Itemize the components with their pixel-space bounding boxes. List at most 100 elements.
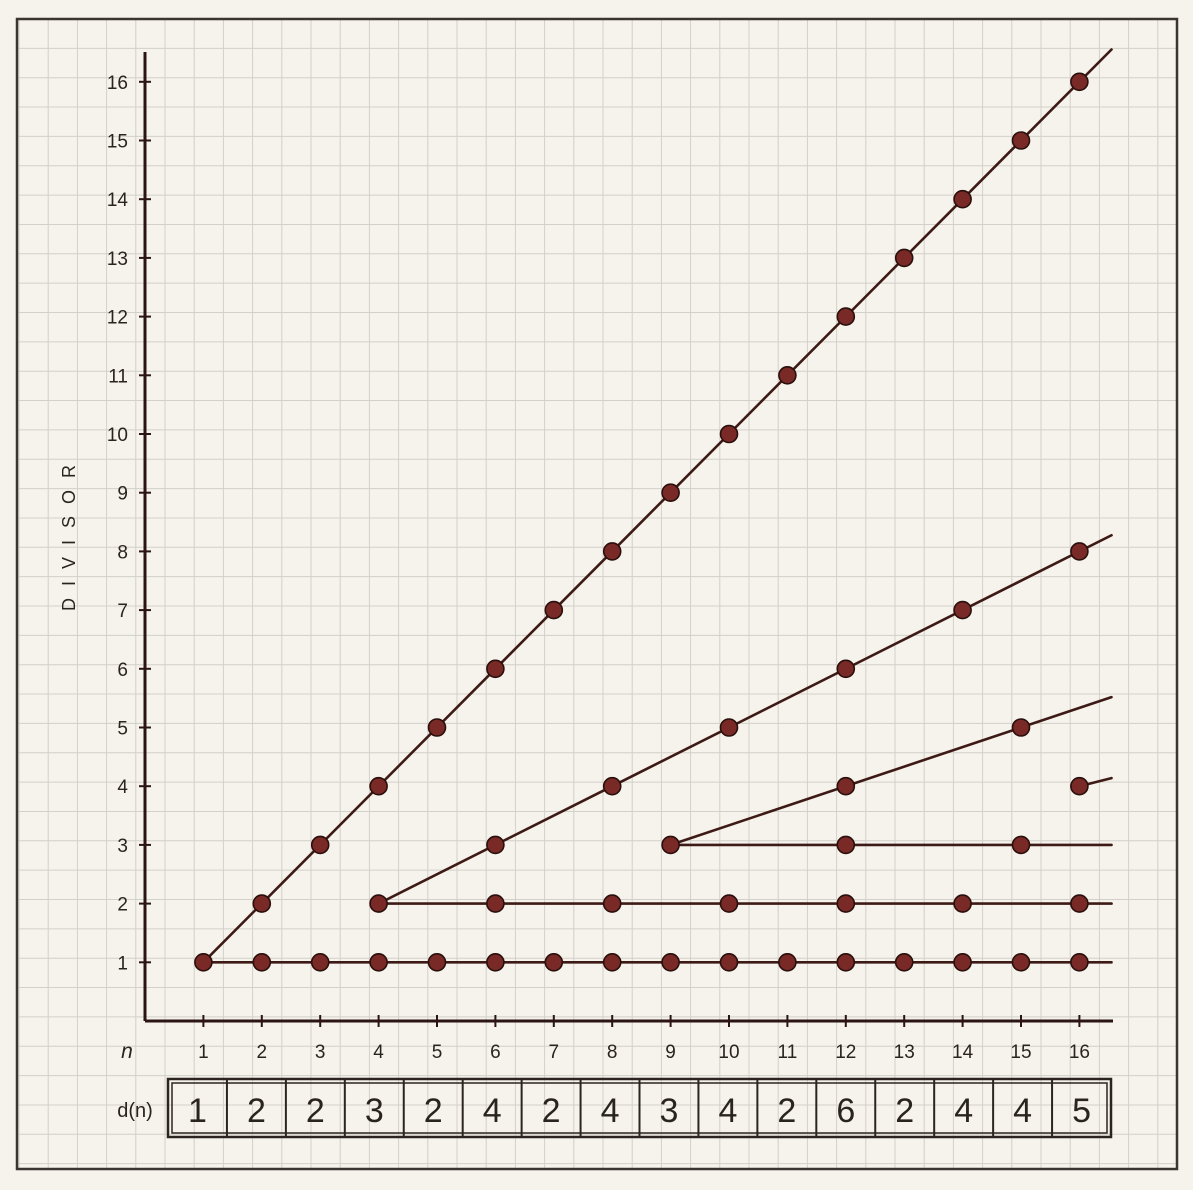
data-point [661,952,680,972]
x-tick-label: 13 [894,1042,915,1063]
data-point [1011,835,1031,855]
d-value-cell: 1 [188,1092,207,1130]
data-point [486,952,505,972]
page-border [15,17,1179,1171]
data-point [486,894,505,913]
data-point [544,952,564,972]
d-value-cell: 5 [1072,1092,1091,1130]
d-value-cell: 4 [1013,1092,1032,1130]
ray-lines [202,48,1113,964]
x-tick-label: 10 [718,1042,739,1063]
d-value-cell: 2 [424,1092,443,1130]
data-point [194,952,213,972]
ray-line [202,48,1113,964]
grid [17,18,1177,1169]
y-axis-label: DIVISOR [59,453,79,611]
y-tick-label: 4 [117,777,128,798]
axes [143,52,1113,1023]
data-point [602,542,622,561]
x-tick-label: 6 [490,1042,501,1063]
data-point [1011,952,1031,972]
table-label: d(n) [117,1100,153,1122]
d-value-cell: 4 [483,1092,502,1130]
y-tick-label: 14 [107,190,129,211]
x-tick-label: 4 [373,1042,384,1063]
d-value-cell: 2 [306,1092,325,1130]
data-point [661,483,680,503]
data-point [719,718,739,737]
data-point [953,189,972,209]
x-tick-label: 8 [607,1042,618,1063]
data-point [661,835,680,855]
data-point [602,894,622,913]
y-tick-label: 5 [117,719,128,740]
d-value-cell: 3 [660,1092,679,1130]
data-point [1011,718,1031,737]
data-point [836,894,856,913]
data-point [486,659,505,679]
divisor-count-table: d(n) 1 2 2 3 2 4 2 4 3 4 2 6 2 4 4 5 [117,1077,1113,1139]
data-point [427,952,447,972]
d-value-cell: 2 [542,1092,561,1130]
data-point [894,248,914,268]
data-point [778,365,797,385]
x-axis-label: n [121,1040,133,1063]
x-tick-label: 2 [257,1042,268,1063]
y-tick-label: 10 [107,425,128,446]
x-tick-label: 1 [198,1042,209,1063]
d-value-cell: 2 [895,1092,914,1130]
d-value-cell: 4 [954,1092,973,1130]
y-tick-label: 12 [107,308,128,329]
y-tick-label: 13 [107,249,128,270]
data-point [1070,542,1089,561]
x-tick-label: 3 [315,1042,326,1063]
data-point [894,952,914,972]
data-point [1070,952,1089,972]
y-tick-label: 16 [107,73,128,94]
y-tick-label: 2 [117,895,128,916]
y-tick-label: 6 [117,660,128,681]
d-value-cell: 2 [777,1092,796,1130]
data-point [719,952,739,972]
y-tick-label: 15 [107,132,128,153]
data-point [602,952,622,972]
data-point [252,894,272,913]
data-point [719,894,739,913]
data-point [1070,72,1089,92]
d-value-cell: 4 [601,1092,620,1130]
x-tick-label: 9 [665,1042,676,1063]
y-tick-label: 3 [117,836,128,857]
data-point [486,835,505,855]
data-point [836,659,856,679]
data-point [953,894,972,913]
data-point [1070,776,1089,796]
d-value-cell: 3 [365,1092,384,1130]
y-tick-label: 9 [117,484,128,505]
x-tick-label: 11 [778,1042,798,1063]
y-tick-label: 1 [117,953,128,974]
ray-line [669,695,1113,847]
x-tick-label: 12 [835,1042,856,1063]
data-point [778,952,797,972]
x-tick-label: 14 [952,1042,974,1063]
x-tick-labels: 1 2 3 4 5 6 7 8 9 10 11 12 13 14 15 16 [198,1015,1090,1063]
data-point [953,600,972,620]
data-point [719,424,739,444]
x-tick-label: 15 [1010,1042,1031,1063]
data-point [427,718,447,737]
data-point [310,952,330,972]
data-point [953,952,972,972]
data-point [836,307,856,326]
y-tick-label: 11 [108,366,128,387]
data-point [369,952,388,972]
data-point [369,894,388,913]
y-tick-label: 7 [117,601,128,622]
data-point [252,952,272,972]
d-value-cell: 4 [718,1092,737,1130]
data-point [602,776,622,796]
x-tick-label: 16 [1069,1042,1090,1063]
data-point [310,835,330,855]
data-point [369,776,388,796]
